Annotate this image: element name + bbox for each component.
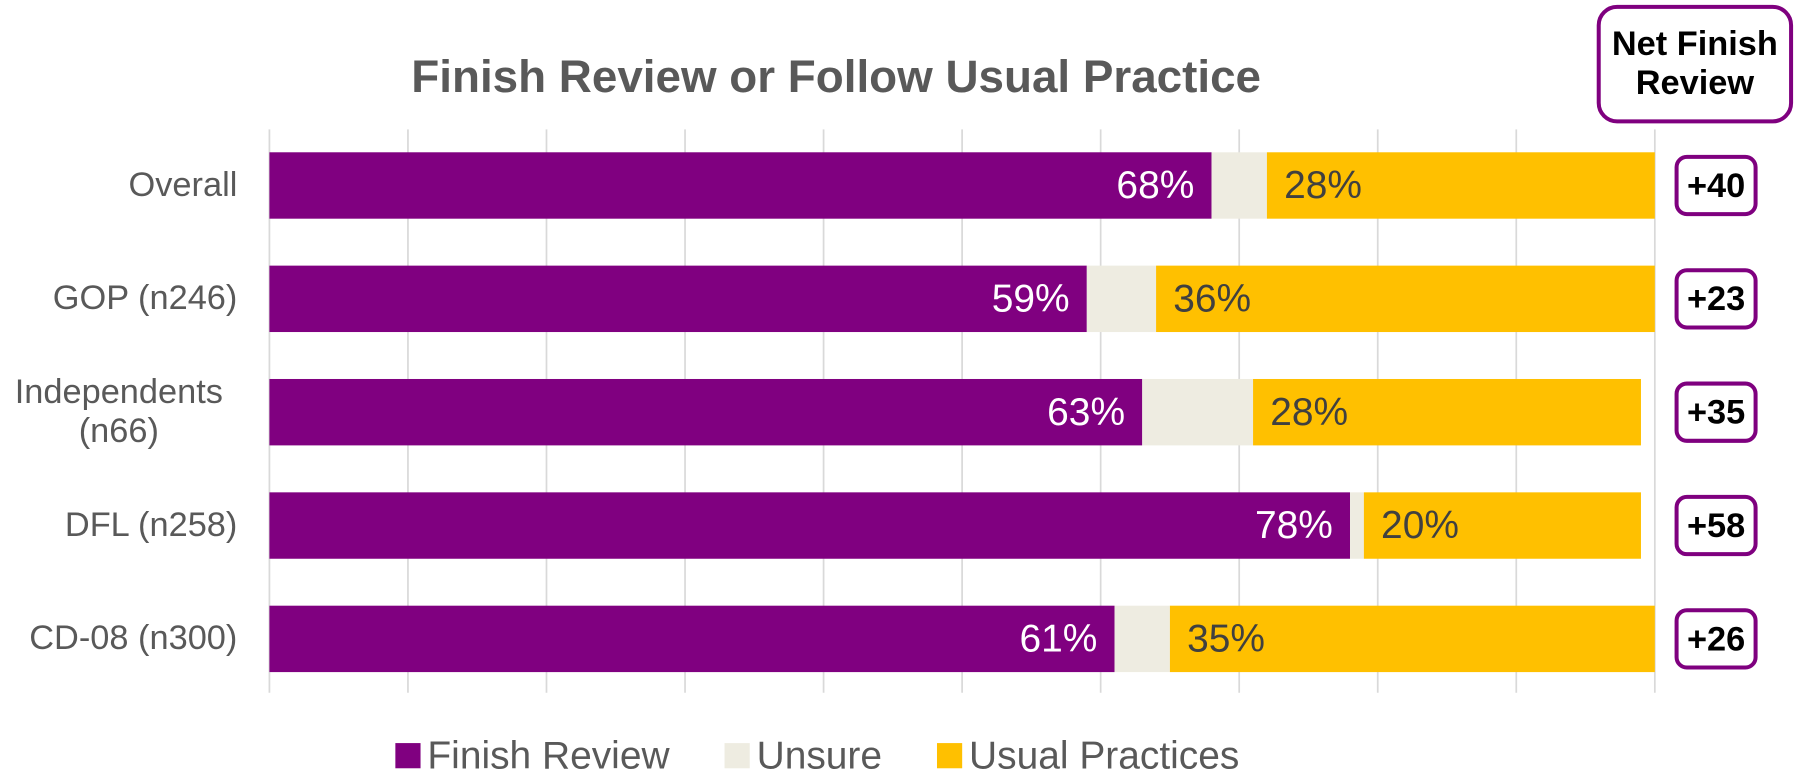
data-label: 59% xyxy=(992,277,1070,320)
net-header-box xyxy=(1596,4,1794,124)
net-label: +26 xyxy=(1687,620,1745,658)
y-tick-label-box: DFL (n258) xyxy=(0,474,237,577)
y-tick-label-text: Independents (n66) xyxy=(14,372,223,450)
data-label: 35% xyxy=(1187,617,1265,660)
y-tick-label-text: CD-08 (n300) xyxy=(29,619,238,657)
legend-label: Usual Practices xyxy=(969,734,1239,774)
bar-segment xyxy=(1266,152,1655,219)
net-box xyxy=(1674,381,1758,443)
data-label: 36% xyxy=(1173,277,1251,320)
bar-segment xyxy=(1114,605,1170,673)
bar-segment xyxy=(1350,492,1364,559)
bar-segment xyxy=(269,492,1351,559)
legend-label: Unsure xyxy=(757,734,882,774)
net-label: +35 xyxy=(1687,394,1745,432)
bar-segment xyxy=(1363,492,1641,559)
data-label: 20% xyxy=(1381,504,1459,547)
legend-swatch xyxy=(395,743,421,769)
net-header-box: Net Finish Review xyxy=(1599,7,1791,121)
bar-segment xyxy=(1086,265,1157,333)
y-tick-label-box: Independents (n66) xyxy=(0,361,237,464)
y-tick-label-box: Overall xyxy=(0,134,238,237)
net-label: +23 xyxy=(1687,280,1745,318)
net-label: +40 xyxy=(1687,167,1745,205)
data-label: 78% xyxy=(1255,504,1333,547)
bar-segment xyxy=(1253,378,1641,446)
y-tick-label-text: Overall xyxy=(128,165,238,204)
net-box xyxy=(1674,494,1758,557)
bar-segment xyxy=(1156,265,1655,333)
y-tick-label-box: CD-08 (n300) xyxy=(0,587,237,690)
bar-segment xyxy=(269,378,1143,446)
data-label: 28% xyxy=(1270,391,1348,434)
chart-title: Finish Review or Follow Usual Practice xyxy=(411,51,1261,102)
y-tick-label-text: GOP (n246) xyxy=(52,279,238,317)
legend-label: Finish Review xyxy=(427,734,670,774)
bar-segment xyxy=(1169,605,1655,673)
data-label: 28% xyxy=(1284,164,1362,207)
bar-segment xyxy=(1142,378,1254,446)
y-tick-label: Overall xyxy=(0,134,238,237)
y-tick-label: GOP (n246) xyxy=(0,247,238,350)
net-box xyxy=(1674,154,1758,217)
net-label: +58 xyxy=(1687,507,1745,545)
y-tick-label: Independents (n66) xyxy=(0,361,237,464)
data-label: 61% xyxy=(1019,617,1097,660)
legend-swatch xyxy=(936,743,963,769)
net-box xyxy=(1674,608,1758,670)
bar-segment xyxy=(269,605,1115,673)
y-tick-label-text: DFL (n258) xyxy=(64,505,238,544)
y-tick-label-box: GOP (n246) xyxy=(0,247,238,350)
net-header-text: Net Finish Review xyxy=(1611,24,1778,102)
bar-segment xyxy=(269,265,1087,333)
net-box xyxy=(1674,268,1758,330)
bar-segment xyxy=(1211,152,1267,219)
y-tick-label: CD-08 (n300) xyxy=(0,587,237,690)
legend-swatch xyxy=(724,743,750,769)
data-label: 68% xyxy=(1116,164,1194,207)
data-label: 63% xyxy=(1047,391,1125,434)
y-tick-label: DFL (n258) xyxy=(0,474,237,577)
net-header: Net Finish Review xyxy=(1599,7,1791,121)
bar-segment xyxy=(269,152,1212,219)
